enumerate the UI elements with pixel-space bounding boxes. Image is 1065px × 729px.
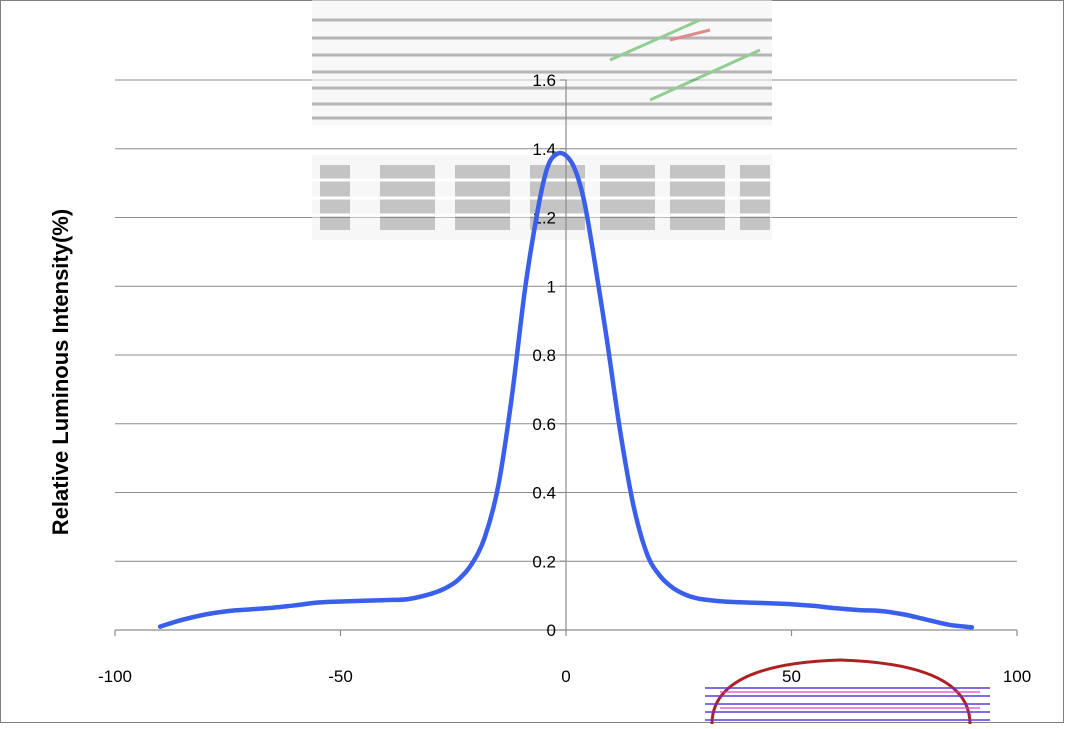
watermark-image-strip bbox=[312, 0, 772, 125]
series-line-0 bbox=[157, 150, 975, 630]
x-tick-label-4: 100 bbox=[1003, 667, 1031, 686]
x-tick-label-2: 0 bbox=[561, 667, 570, 686]
x-tick-label-0: -100 bbox=[98, 667, 132, 686]
y-tick-label-8: 1.6 bbox=[532, 71, 556, 90]
x-tick-label-3: 50 bbox=[782, 667, 801, 686]
y-tick-label-1: 0.2 bbox=[532, 552, 556, 571]
x-tick-label-1: -50 bbox=[328, 667, 353, 686]
y-tick-label-0: 0 bbox=[547, 621, 556, 640]
axes bbox=[114, 79, 1018, 636]
series-layer bbox=[157, 150, 975, 630]
y-axis-tick-labels: 00.20.40.60.811.21.41.6 bbox=[532, 71, 556, 640]
y-tick-label-4: 0.8 bbox=[532, 346, 556, 365]
y-tick-label-5: 1 bbox=[547, 277, 556, 296]
y-tick-label-3: 0.6 bbox=[532, 415, 556, 434]
y-tick-label-2: 0.4 bbox=[532, 484, 556, 503]
y-axis-label: Relative Luminous Intensity(%) bbox=[48, 209, 73, 535]
x-axis-tick-labels: -100 -50 0 50 100 bbox=[98, 667, 1031, 686]
watermark-seal bbox=[705, 658, 990, 725]
y-tick-label-7: 1.4 bbox=[532, 140, 556, 159]
